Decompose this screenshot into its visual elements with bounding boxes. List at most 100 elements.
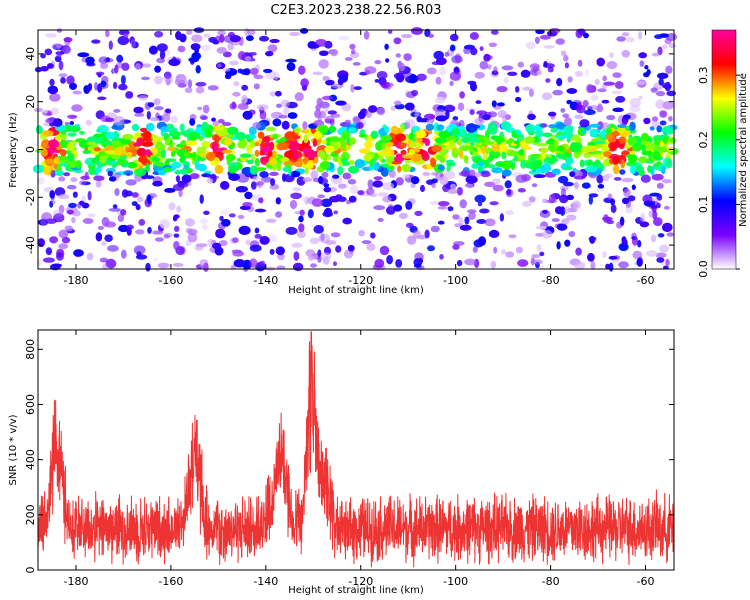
spectrogram-cell (135, 63, 141, 70)
spectrogram-cell (288, 141, 301, 151)
spectrogram-cell (152, 137, 163, 143)
spectrogram-cell (265, 51, 274, 57)
spectrogram-cell (105, 29, 110, 38)
spectrogram-cell (469, 109, 475, 115)
spectrogram-cell (154, 65, 161, 73)
spectrogram-cell (321, 171, 329, 178)
spectrogram-cell (663, 205, 670, 210)
spectrogram-cell (310, 263, 317, 268)
spectrogram-cell (63, 37, 73, 43)
spectrogram-cell (133, 245, 146, 255)
spectrogram-cell (662, 179, 672, 184)
spectrogram-cell (464, 155, 469, 164)
spectrogram-cell (457, 102, 465, 111)
spectrogram-cell (582, 182, 591, 189)
spectrogram-cell (217, 63, 222, 68)
spectrogram-cell (135, 204, 141, 211)
spectrogram-cell (333, 261, 337, 267)
spectrogram-cell (597, 184, 605, 189)
spectrogram-cell (164, 188, 176, 193)
spectrogram-cell (618, 261, 629, 269)
spectrogram-cell (468, 211, 476, 220)
spectrogram-cell (564, 117, 572, 126)
spectrogram-cell (405, 222, 414, 228)
spectrogram-cell (357, 190, 365, 196)
spectrogram-x-tick-label: -80 (542, 274, 560, 287)
spectrogram-cell (337, 183, 347, 189)
spectrogram-cell (113, 81, 118, 90)
spectrogram-cell (358, 230, 365, 237)
spectrogram-cell (536, 142, 549, 147)
spectrogram-cell (347, 178, 357, 185)
spectrogram-cell (496, 86, 508, 93)
spectrogram-cell (563, 166, 573, 171)
spectrogram-cell (179, 157, 185, 163)
spectrogram-cell (649, 126, 655, 131)
spectrogram-cell (491, 100, 497, 108)
spectrogram-cell (612, 130, 620, 137)
spectrogram-cell (330, 232, 341, 238)
spectrogram-cell (191, 151, 197, 161)
spectrogram-cell (311, 198, 323, 207)
spectrogram-cell (366, 187, 375, 196)
spectrogram-cell (520, 69, 531, 78)
spectrogram-cell (57, 194, 70, 200)
spectrogram-cell (126, 226, 132, 236)
spectrogram-cell (201, 44, 211, 52)
spectrogram-cell (233, 259, 246, 268)
spectrogram-cell (70, 177, 78, 183)
snr-x-tick-label: -100 (443, 575, 468, 588)
spectrogram-cell (458, 217, 464, 227)
spectrogram-cell (333, 210, 339, 215)
spectrogram-cell (621, 32, 630, 37)
spectrogram-cell (499, 213, 505, 222)
spectrogram-cell (195, 65, 201, 74)
spectrogram-cell (321, 95, 334, 101)
spectrogram-cell (268, 156, 275, 166)
spectrogram-cell (517, 188, 526, 193)
spectrogram-x-tick-label: -160 (158, 274, 183, 287)
spectrogram-cell (305, 249, 316, 257)
spectrogram-cell (60, 45, 71, 54)
spectrogram-cell (478, 236, 486, 246)
spectrogram-cell (283, 106, 290, 115)
spectrogram-cell (250, 67, 259, 75)
spectrogram-cell (474, 194, 486, 203)
spectrogram-cell (319, 50, 329, 56)
spectrogram-cell (646, 69, 651, 76)
spectrogram-cell (265, 126, 277, 132)
spectrogram-cell (152, 180, 163, 187)
spectrogram-cell (522, 200, 532, 207)
spectrogram-cell (179, 130, 191, 136)
spectrogram-cell (228, 31, 235, 38)
spectrogram-cell (574, 181, 579, 189)
spectrogram-cell (293, 151, 302, 159)
spectrogram-cell (335, 245, 342, 253)
spectrogram-cell (67, 132, 77, 137)
spectrogram-cell (341, 130, 351, 139)
spectrogram-cell (121, 189, 129, 198)
spectrogram-cell (410, 153, 422, 163)
spectrogram-cell (451, 55, 463, 64)
spectrogram-cell (492, 184, 504, 192)
spectrogram-cell (452, 214, 460, 220)
spectrogram-cell (82, 150, 92, 154)
spectrogram-cell (201, 121, 209, 131)
spectrogram-cell (337, 77, 344, 86)
spectrogram-cell (290, 170, 301, 178)
spectrogram-cell (584, 68, 590, 77)
spectrogram-cell (138, 156, 148, 163)
spectrogram-cell (554, 139, 559, 148)
spectrogram-cell (162, 166, 173, 173)
spectrogram-cell (665, 65, 673, 75)
spectrogram-cell (652, 210, 658, 220)
spectrogram-cell (653, 217, 663, 227)
spectrogram-cell (561, 218, 570, 225)
spectrogram-cell (95, 166, 102, 173)
spectrogram-cell (316, 150, 326, 158)
spectrogram-cell (296, 230, 306, 239)
spectrogram-cell (249, 258, 258, 268)
spectrogram-cell (285, 131, 297, 139)
spectrogram-cell (254, 234, 262, 239)
spectrogram-cell (418, 258, 424, 264)
